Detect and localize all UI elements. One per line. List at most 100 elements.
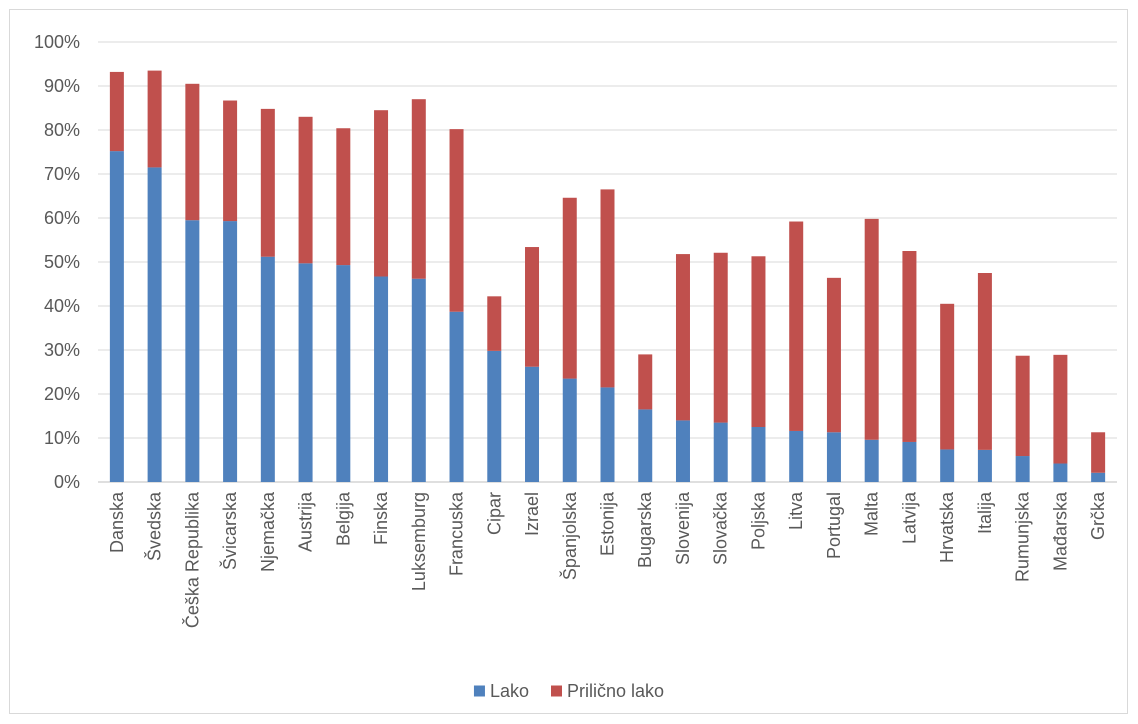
x-tick-label: Latvija	[899, 491, 919, 544]
bar-prilicno-lako	[411, 99, 426, 279]
bar-prilicno-lako	[336, 128, 351, 266]
bar-prilicno-lako	[864, 218, 879, 440]
x-tick-label: Luksemburg	[409, 492, 429, 591]
legend-swatch	[551, 685, 562, 697]
legend: Lako Prilično lako	[473, 681, 664, 701]
x-tick-label: Rumunjska	[1013, 491, 1033, 582]
bar-prilicno-lako	[600, 189, 615, 388]
bar-lako	[638, 409, 653, 482]
x-tick-label: Italija	[975, 491, 995, 534]
x-tick-label: Češka Republika	[181, 491, 202, 628]
x-tick-label: Švedska	[144, 491, 165, 561]
bar-lako	[185, 220, 200, 482]
bar-lako	[147, 167, 162, 482]
y-tick-label: 60%	[44, 208, 80, 228]
bar-prilicno-lako	[713, 252, 728, 423]
bar-lako	[600, 387, 615, 482]
bar-lako	[940, 449, 955, 482]
x-tick-label: Belgija	[333, 491, 353, 546]
bar-lako	[1091, 472, 1106, 482]
x-tick-label: Portugal	[824, 492, 844, 559]
bars	[109, 70, 1106, 482]
x-tick-label: Malta	[862, 491, 882, 536]
bar-prilicno-lako	[223, 100, 238, 222]
bar-lako	[223, 221, 238, 482]
x-tick-label: Španjolska	[559, 491, 580, 580]
y-tick-label: 0%	[54, 472, 80, 492]
x-axis-ticks: Danska Švedska Češka Republika Švicarska Nje…	[107, 491, 1108, 628]
y-tick-label: 20%	[44, 384, 80, 404]
x-tick-label: Mađarska	[1050, 491, 1070, 571]
x-tick-label: Slovačka	[711, 491, 731, 565]
y-tick-label: 50%	[44, 252, 80, 272]
bar-lako	[751, 427, 766, 482]
y-tick-label: 80%	[44, 120, 80, 140]
bar-lako	[713, 422, 728, 482]
bar-lako	[675, 420, 690, 482]
bar-prilicno-lako	[1053, 354, 1068, 464]
x-tick-label: Slovenija	[673, 491, 693, 565]
bar-lako	[789, 430, 804, 482]
bar-prilicno-lako	[449, 129, 464, 312]
bar-prilicno-lako	[789, 221, 804, 431]
x-tick-label: Litva	[786, 491, 806, 530]
bar-lako	[260, 256, 275, 482]
bar-prilicno-lako	[487, 296, 502, 351]
bar-lako	[449, 311, 464, 482]
y-tick-label: 100%	[34, 32, 80, 52]
y-tick-label: 10%	[44, 428, 80, 448]
legend-label: Lako	[490, 681, 529, 701]
bar-prilicno-lako	[525, 247, 540, 367]
bar-prilicno-lako	[374, 110, 389, 277]
x-tick-label: Estonija	[598, 491, 618, 556]
bar-lako	[298, 263, 313, 482]
bar-prilicno-lako	[638, 354, 653, 410]
x-tick-label: Poljska	[748, 491, 768, 550]
x-tick-label: Austrija	[296, 491, 316, 552]
x-tick-label: Bugarska	[635, 491, 655, 568]
y-tick-label: 70%	[44, 164, 80, 184]
x-tick-label: Grčka	[1088, 491, 1108, 540]
bar-prilicno-lako	[109, 71, 124, 152]
bar-prilicno-lako	[751, 256, 766, 427]
bar-prilicno-lako	[826, 277, 841, 433]
bar-lako	[562, 378, 577, 482]
x-tick-label: Švicarska	[219, 491, 240, 570]
y-tick-label: 90%	[44, 76, 80, 96]
bar-lako	[336, 265, 351, 482]
bar-prilicno-lako	[977, 273, 992, 450]
bar-lako	[487, 350, 502, 482]
bar-lako	[374, 276, 389, 482]
bar-prilicno-lako	[940, 303, 955, 450]
bar-lako	[525, 366, 540, 482]
x-tick-label: Finska	[371, 491, 391, 545]
bar-lako	[864, 439, 879, 482]
bar-lako	[902, 441, 917, 482]
y-tick-label: 40%	[44, 296, 80, 316]
y-tick-label: 30%	[44, 340, 80, 360]
bar-prilicno-lako	[260, 108, 275, 257]
bar-lako	[1015, 456, 1030, 482]
bar-lako	[977, 449, 992, 482]
bar-lako	[826, 432, 841, 482]
bar-prilicno-lako	[298, 116, 313, 264]
x-tick-label: Izrael	[522, 492, 542, 536]
bar-prilicno-lako	[1091, 432, 1106, 473]
bar-prilicno-lako	[902, 251, 917, 442]
bar-lako	[109, 151, 124, 482]
bar-prilicno-lako	[562, 197, 577, 379]
bar-prilicno-lako	[675, 254, 690, 421]
legend-label: Prilično lako	[567, 681, 664, 701]
bar-prilicno-lako	[1015, 355, 1030, 457]
bar-lako	[1053, 463, 1068, 482]
legend-swatch	[473, 685, 485, 697]
x-tick-label: Danska	[107, 491, 127, 553]
x-tick-label: Francuska	[447, 491, 467, 576]
x-tick-label: Cipar	[484, 492, 504, 535]
x-tick-label: Hrvatska	[937, 491, 957, 563]
bar-prilicno-lako	[147, 70, 162, 168]
y-axis-ticks: 0% 10% 20% 30% 40% 50% 60% 70% 80% 90% 100%	[34, 32, 80, 492]
bar-lako	[411, 278, 426, 482]
x-tick-label: Njemačka	[258, 491, 278, 572]
